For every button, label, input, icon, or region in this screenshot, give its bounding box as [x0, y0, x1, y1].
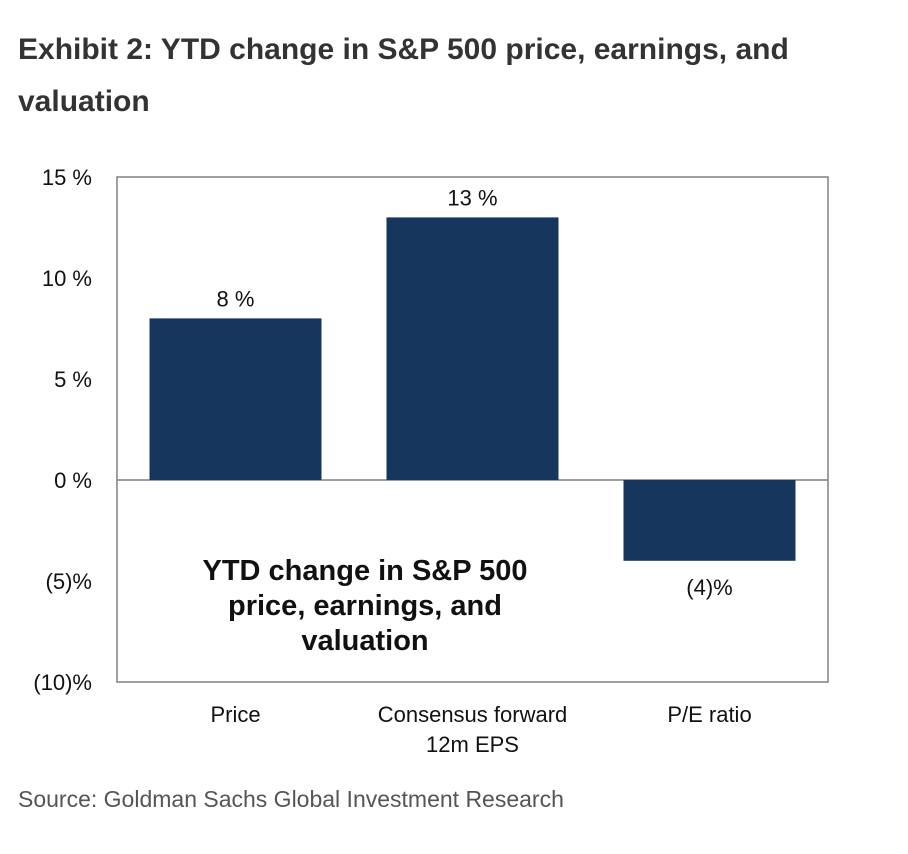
- data-labels: 8 % 13 % (4)%: [217, 185, 733, 599]
- category-label: 12m EPS: [426, 732, 519, 757]
- data-label: 13 %: [447, 185, 497, 210]
- y-tick-label: 10 %: [42, 266, 92, 291]
- y-tick-label: 0 %: [54, 468, 92, 493]
- bar-chart: 15 % 10 % 5 % 0 % (5)% (10)% 8 % 13 % (4)% Pric…: [33, 165, 829, 757]
- y-tick-label: (10)%: [33, 670, 92, 695]
- bar: [623, 480, 796, 561]
- exhibit-title: Exhibit 2: YTD change in S&P 500 price, …: [18, 33, 789, 118]
- category-label: Consensus forward: [378, 702, 568, 727]
- category-label: Price: [210, 702, 260, 727]
- chart-annotation-title: YTD change in S&P 500 price, earnings, an…: [202, 555, 527, 657]
- data-label: (4)%: [686, 575, 732, 600]
- y-axis-tick-labels: 15 % 10 % 5 % 0 % (5)% (10)%: [33, 165, 92, 695]
- bars: [149, 217, 796, 561]
- data-label: 8 %: [217, 286, 255, 311]
- plot-frame: [116, 176, 829, 683]
- chart-annotation-line: YTD change in S&P 500: [202, 555, 527, 587]
- y-tick-label: 15 %: [42, 165, 92, 190]
- chart-annotation-line: price, earnings, and: [228, 590, 502, 622]
- chart-annotation-line: valuation: [301, 625, 428, 657]
- source-note: Source: Goldman Sachs Global Investment …: [18, 786, 564, 812]
- y-tick-label: (5)%: [46, 569, 92, 594]
- category-labels: Price Consensus forward 12m EPS P/E ratio: [210, 702, 751, 757]
- y-tick-label: 5 %: [54, 367, 92, 392]
- bar: [149, 318, 322, 480]
- category-label: P/E ratio: [667, 702, 751, 727]
- bar: [386, 217, 559, 480]
